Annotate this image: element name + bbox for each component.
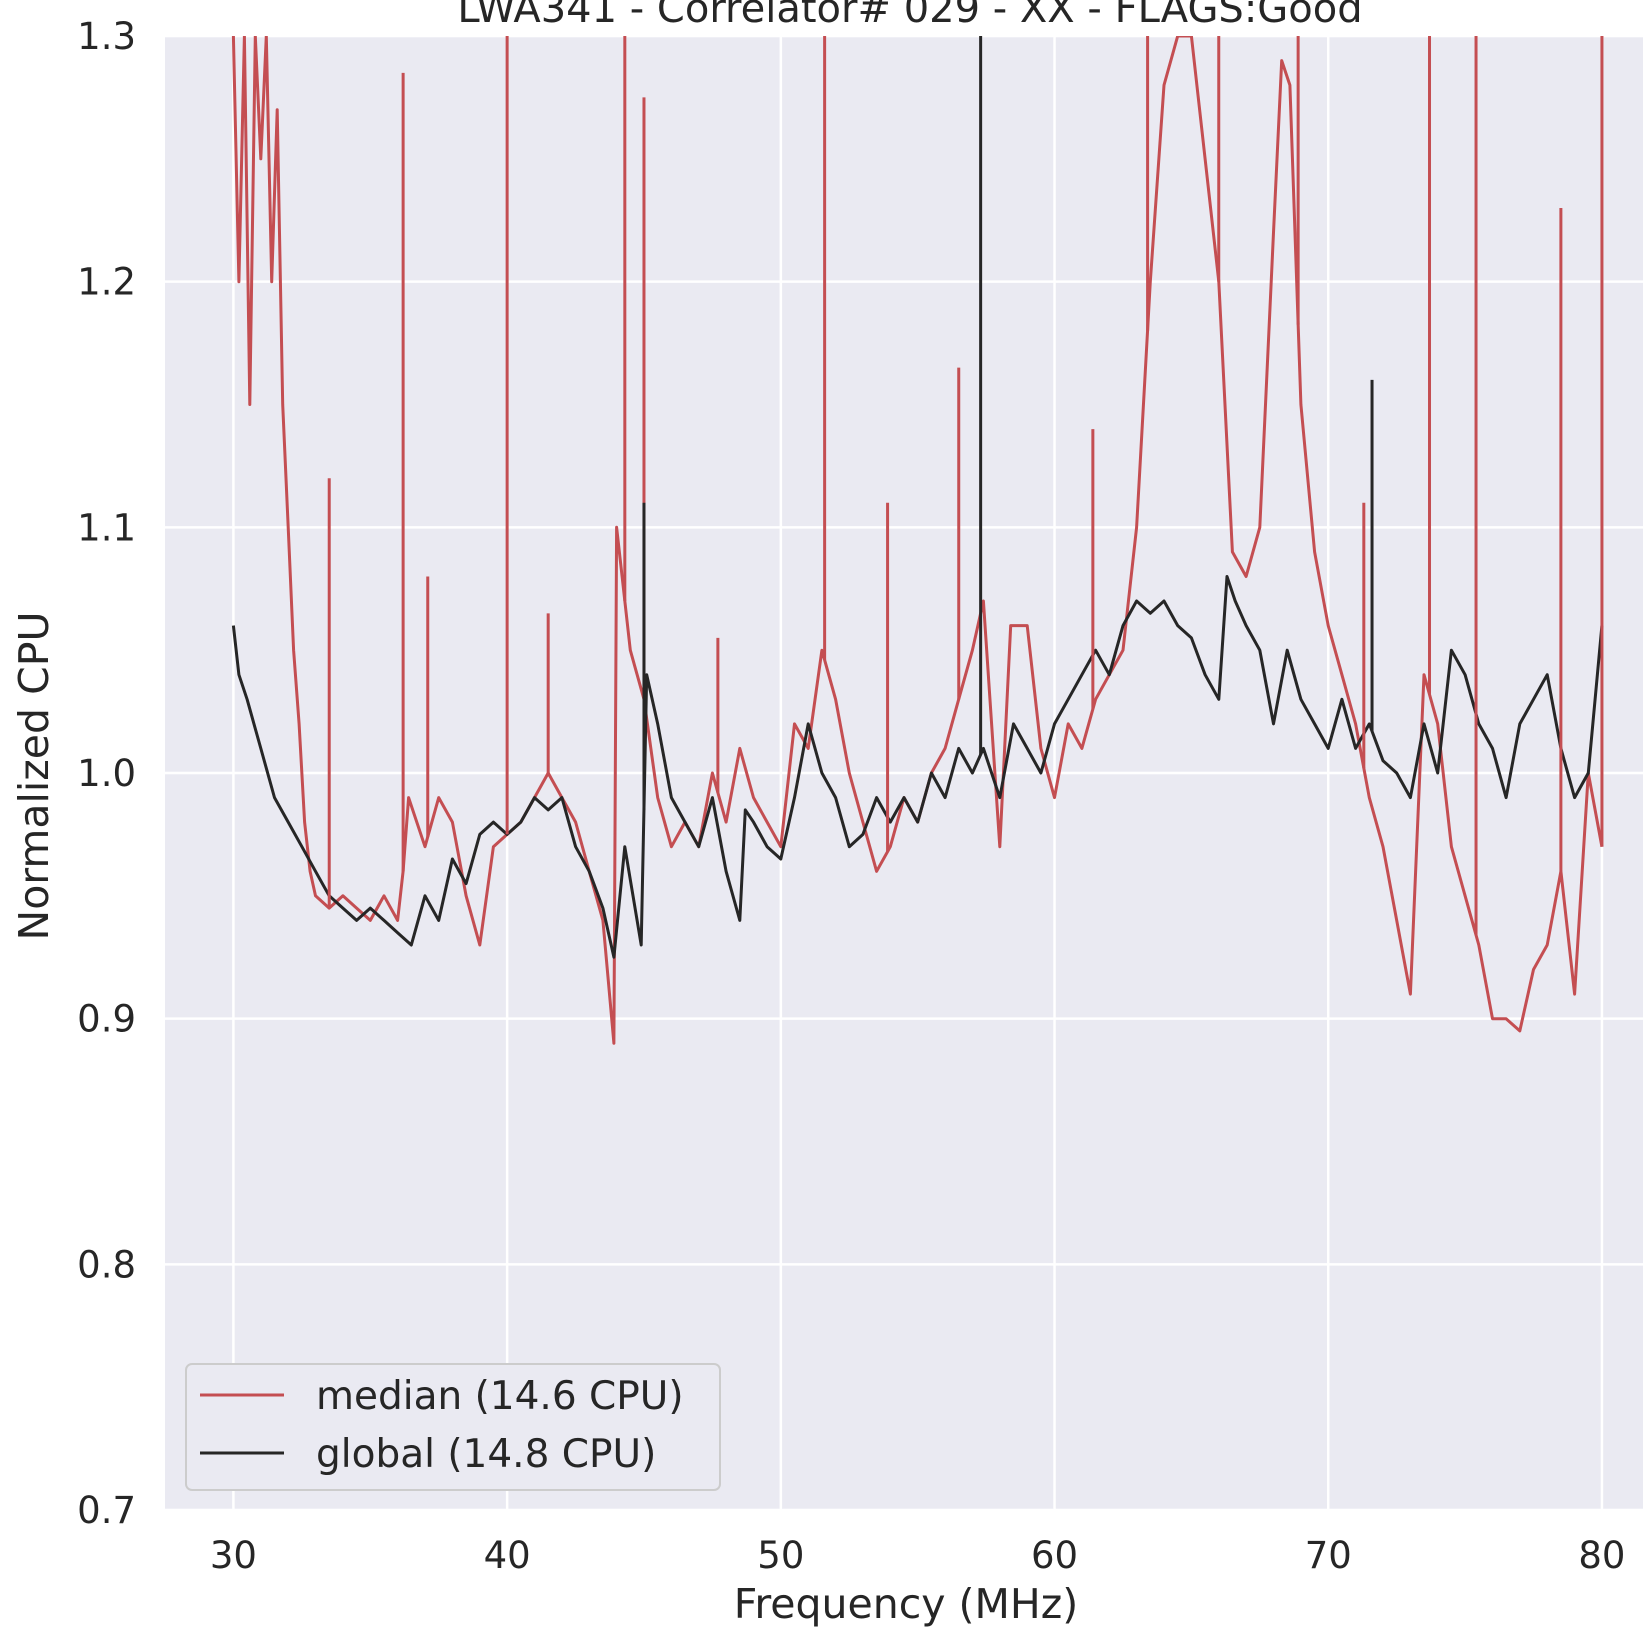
y-axis-title: Normalized CPU — [10, 612, 58, 941]
x-tick-label: 60 — [1031, 1534, 1078, 1577]
x-tick-label: 50 — [757, 1534, 804, 1577]
x-tick-label: 30 — [210, 1534, 257, 1577]
y-tick-label: 1.2 — [77, 261, 136, 304]
y-tick-label: 0.7 — [77, 1489, 136, 1532]
x-tick-label: 80 — [1578, 1534, 1625, 1577]
median-series-line — [231, 36, 1604, 1045]
y-tick-label: 0.8 — [77, 1243, 136, 1286]
x-axis-title: Frequency (MHz) — [734, 1580, 1079, 1628]
legend-box — [185, 1363, 721, 1491]
y-tick-label: 1.3 — [77, 15, 136, 58]
y-tick-label: 1.0 — [77, 752, 136, 795]
y-tick-label: 0.9 — [77, 998, 136, 1041]
x-tick-label: 70 — [1305, 1534, 1352, 1577]
y-tick-label: 1.1 — [77, 506, 136, 549]
ticks: 30 40 50 60 70 80 0.7 0.8 0.9 1.0 1.1 1.2 1.3 — [77, 15, 1625, 1577]
legend-median-label: median (14.6 CPU) — [316, 1374, 684, 1419]
legend-global-label: global (14.8 CPU) — [316, 1432, 656, 1477]
chart-title: LWA341 - Correlator# 029 - XX - FLAGS:Go… — [457, 0, 1362, 32]
x-tick-label: 40 — [484, 1534, 531, 1577]
series-layer — [231, 36, 1604, 1045]
legend: median (14.6 CPU) global (14.8 CPU) — [185, 1363, 721, 1491]
